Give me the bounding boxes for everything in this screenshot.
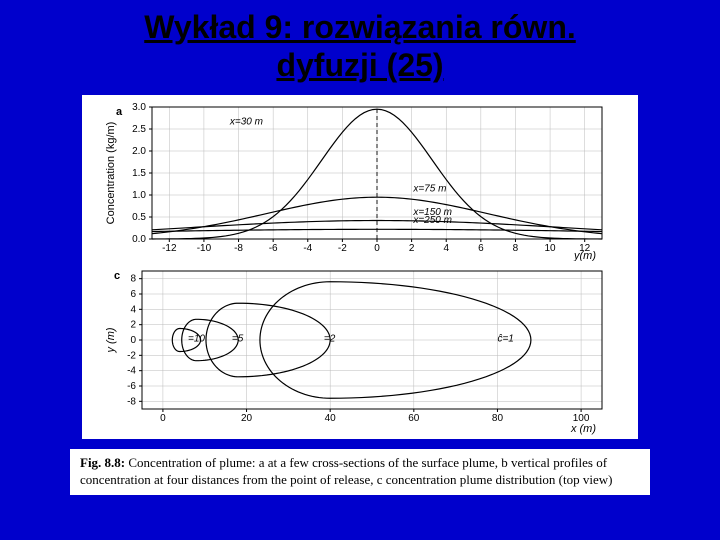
svg-text:20: 20 bbox=[241, 413, 253, 424]
svg-text:2.5: 2.5 bbox=[132, 124, 146, 135]
chart-a-concentration-profiles: -12-10-8-6-4-20246810120.00.51.01.52.02.… bbox=[100, 101, 620, 261]
svg-text:=5: =5 bbox=[232, 333, 244, 344]
svg-text:-10: -10 bbox=[197, 243, 212, 254]
svg-text:x=75 m: x=75 m bbox=[412, 183, 446, 194]
svg-text:4: 4 bbox=[130, 304, 136, 315]
svg-text:-4: -4 bbox=[303, 243, 312, 254]
svg-text:c: c bbox=[114, 270, 120, 282]
svg-text:6: 6 bbox=[478, 243, 484, 254]
svg-text:60: 60 bbox=[408, 413, 420, 424]
svg-text:6: 6 bbox=[130, 289, 136, 300]
svg-text:y(m): y(m) bbox=[573, 250, 596, 261]
svg-text:8: 8 bbox=[513, 243, 519, 254]
svg-text:0.5: 0.5 bbox=[132, 212, 146, 223]
svg-text:0: 0 bbox=[160, 413, 166, 424]
svg-text:4: 4 bbox=[443, 243, 449, 254]
svg-text:a: a bbox=[116, 106, 123, 118]
caption-label: Fig. 8.8: bbox=[80, 455, 125, 470]
figure-area: -12-10-8-6-4-20246810120.00.51.01.52.02.… bbox=[82, 95, 638, 439]
svg-text:8: 8 bbox=[130, 273, 136, 284]
svg-text:2: 2 bbox=[409, 243, 415, 254]
svg-text:-8: -8 bbox=[234, 243, 243, 254]
svg-text:2.0: 2.0 bbox=[132, 146, 146, 157]
svg-text:-6: -6 bbox=[127, 381, 136, 392]
svg-text:-8: -8 bbox=[127, 396, 136, 407]
svg-text:y (m): y (m) bbox=[105, 327, 117, 353]
svg-text:x (m): x (m) bbox=[570, 423, 596, 435]
svg-text:2: 2 bbox=[130, 319, 136, 330]
svg-text:1.5: 1.5 bbox=[132, 168, 146, 179]
svg-text:80: 80 bbox=[492, 413, 504, 424]
svg-text:-6: -6 bbox=[269, 243, 278, 254]
title-line-2: dyfuzji (25) bbox=[276, 47, 443, 83]
svg-text:-4: -4 bbox=[127, 365, 136, 376]
caption-text: Concentration of plume: a at a few cross… bbox=[80, 455, 612, 487]
svg-text:Concentration (kg/m): Concentration (kg/m) bbox=[105, 121, 117, 224]
svg-text:-2: -2 bbox=[127, 350, 136, 361]
svg-text:40: 40 bbox=[325, 413, 337, 424]
figure-caption: Fig. 8.8: Concentration of plume: a at a… bbox=[70, 449, 650, 495]
svg-text:=10: =10 bbox=[188, 333, 205, 344]
chart-c-contour-topview: 020406080100-8-6-4-202468x (m)y (m)c=10=… bbox=[100, 265, 620, 435]
svg-text:1.0: 1.0 bbox=[132, 190, 146, 201]
svg-text:0.0: 0.0 bbox=[132, 234, 146, 245]
slide-title: Wykład 9: rozwiązania równ. dyfuzji (25) bbox=[0, 0, 720, 89]
svg-text:=2: =2 bbox=[324, 333, 336, 344]
chart-a-svg: -12-10-8-6-4-20246810120.00.51.01.52.02.… bbox=[100, 101, 620, 261]
svg-text:-12: -12 bbox=[162, 243, 177, 254]
svg-text:0: 0 bbox=[374, 243, 380, 254]
svg-text:10: 10 bbox=[545, 243, 557, 254]
svg-text:ĉ=1: ĉ=1 bbox=[497, 333, 513, 344]
svg-text:x=250 m: x=250 m bbox=[412, 215, 452, 226]
svg-text:0: 0 bbox=[130, 335, 136, 346]
chart-c-svg: 020406080100-8-6-4-202468x (m)y (m)c=10=… bbox=[100, 265, 620, 435]
svg-text:-2: -2 bbox=[338, 243, 347, 254]
title-line-1: Wykład 9: rozwiązania równ. bbox=[144, 9, 576, 45]
svg-text:3.0: 3.0 bbox=[132, 102, 146, 113]
svg-text:x=30 m: x=30 m bbox=[229, 116, 263, 127]
